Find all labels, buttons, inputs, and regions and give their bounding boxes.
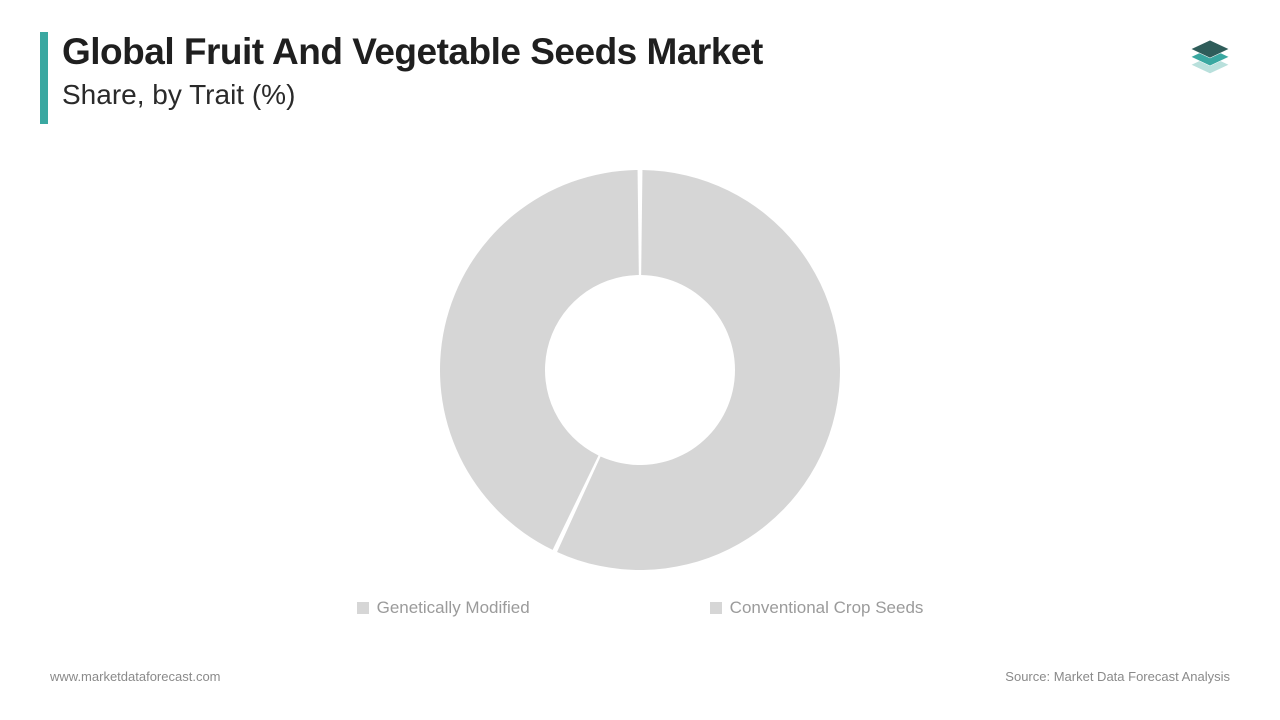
legend-swatch-icon [710, 602, 722, 614]
page-title: Global Fruit And Vegetable Seeds Market [62, 32, 763, 73]
legend-swatch-icon [357, 602, 369, 614]
accent-bar [40, 32, 48, 124]
chart-area: Genetically Modified Conventional Crop S… [0, 160, 1280, 618]
page-subtitle: Share, by Trait (%) [62, 79, 763, 111]
legend-item-gm: Genetically Modified [357, 598, 530, 618]
donut-svg [430, 160, 850, 580]
footer-right: Source: Market Data Forecast Analysis [1005, 669, 1230, 684]
donut-chart [430, 160, 850, 580]
brand-logo [1182, 30, 1238, 86]
legend-label: Conventional Crop Seeds [730, 598, 924, 618]
legend-item-conventional: Conventional Crop Seeds [710, 598, 924, 618]
title-block: Global Fruit And Vegetable Seeds Market … [62, 32, 763, 111]
footer: www.marketdataforecast.com Source: Marke… [0, 669, 1280, 684]
layers-icon [1182, 30, 1238, 86]
footer-left: www.marketdataforecast.com [50, 669, 221, 684]
legend: Genetically Modified Conventional Crop S… [357, 598, 924, 618]
page: Global Fruit And Vegetable Seeds Market … [0, 0, 1280, 720]
header: Global Fruit And Vegetable Seeds Market … [40, 32, 763, 124]
legend-label: Genetically Modified [377, 598, 530, 618]
